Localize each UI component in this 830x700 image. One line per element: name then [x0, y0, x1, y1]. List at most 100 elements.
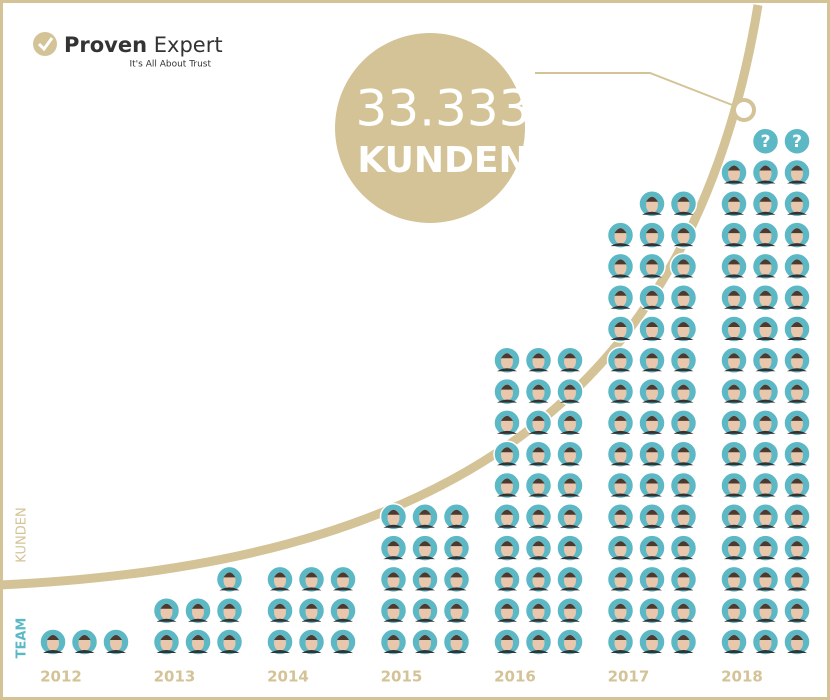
- hair: [728, 415, 740, 421]
- hair: [614, 635, 627, 640]
- hair: [223, 603, 236, 609]
- hair: [677, 259, 690, 265]
- hair: [646, 478, 658, 484]
- shoulders: [560, 524, 580, 528]
- shoulders: [755, 180, 776, 184]
- shoulders: [642, 399, 662, 403]
- shoulders: [188, 650, 208, 653]
- shoulders: [755, 587, 776, 591]
- hair: [677, 541, 690, 547]
- hair: [677, 447, 690, 453]
- shoulders: [446, 524, 467, 528]
- hair: [646, 415, 658, 421]
- hair: [646, 447, 658, 453]
- shoulders: [724, 587, 744, 591]
- hair: [677, 196, 690, 202]
- shoulders: [610, 587, 631, 591]
- shoulders: [610, 493, 631, 497]
- shoulders: [787, 430, 807, 434]
- shoulders: [301, 650, 322, 653]
- hair: [677, 322, 690, 327]
- shoulders: [43, 650, 63, 653]
- shoulders: [528, 462, 549, 466]
- curve-label: KUNDEN: [15, 507, 30, 562]
- shoulders: [497, 399, 517, 403]
- shoulders: [755, 462, 776, 466]
- hair: [419, 509, 431, 515]
- hair: [614, 290, 627, 296]
- hair: [759, 509, 772, 515]
- shoulders: [446, 556, 467, 560]
- shoulders: [755, 524, 776, 528]
- shoulders: [755, 430, 776, 434]
- shoulders: [610, 430, 631, 434]
- shoulders: [415, 650, 435, 653]
- shoulders: [560, 650, 580, 653]
- hair: [450, 603, 463, 609]
- shoulders: [787, 337, 807, 340]
- shoulders: [673, 337, 694, 340]
- hair: [274, 603, 286, 609]
- shoulders: [642, 430, 662, 434]
- shoulders: [724, 211, 744, 215]
- hair: [47, 635, 59, 640]
- year-group: [493, 346, 584, 656]
- team-label: TEAM: [15, 618, 30, 659]
- hair: [791, 353, 803, 359]
- hair: [728, 478, 740, 484]
- hair: [532, 541, 545, 547]
- hair: [728, 572, 740, 578]
- hair: [646, 572, 658, 578]
- shoulders: [642, 524, 662, 528]
- shoulders: [219, 618, 240, 622]
- shoulders: [528, 650, 549, 653]
- hair: [614, 509, 627, 515]
- hair: [387, 509, 400, 515]
- shoulders: [724, 524, 744, 528]
- year-label: 2017: [608, 668, 650, 686]
- shoulders: [673, 274, 694, 278]
- shoulders: [787, 556, 807, 560]
- shoulders: [497, 524, 517, 528]
- hair: [110, 635, 122, 640]
- year-group: ??: [720, 127, 811, 656]
- shoulders: [673, 556, 694, 560]
- hair: [759, 165, 772, 171]
- shoulders: [270, 650, 290, 653]
- shoulders: [446, 618, 467, 622]
- placeholder: [783, 127, 811, 155]
- shoulders: [724, 337, 744, 340]
- shoulders: [724, 618, 744, 622]
- shoulders: [560, 462, 580, 466]
- shoulders: [724, 274, 744, 278]
- hair: [759, 322, 772, 327]
- tagline: It's All About Trust: [130, 60, 212, 70]
- shoulders: [642, 556, 662, 560]
- hair: [532, 384, 545, 390]
- hair: [419, 635, 431, 640]
- shoulders: [642, 211, 662, 215]
- shoulders: [497, 587, 517, 591]
- hair: [759, 290, 772, 296]
- hair: [759, 447, 772, 453]
- hair: [791, 447, 803, 453]
- curve-marker: [732, 98, 756, 122]
- hair: [728, 384, 740, 390]
- shoulders: [156, 650, 177, 653]
- hair: [728, 290, 740, 296]
- shoulders: [528, 556, 549, 560]
- shoulders: [560, 430, 580, 434]
- shoulders: [415, 587, 435, 591]
- shoulders: [106, 650, 126, 653]
- hair: [419, 541, 431, 547]
- shoulders: [446, 587, 467, 591]
- hair: [419, 572, 431, 578]
- hair: [646, 196, 658, 202]
- shoulders: [528, 430, 549, 434]
- hair: [646, 322, 658, 327]
- hair: [677, 635, 690, 640]
- hair: [564, 541, 576, 547]
- shoulders: [673, 462, 694, 466]
- hair: [759, 415, 772, 421]
